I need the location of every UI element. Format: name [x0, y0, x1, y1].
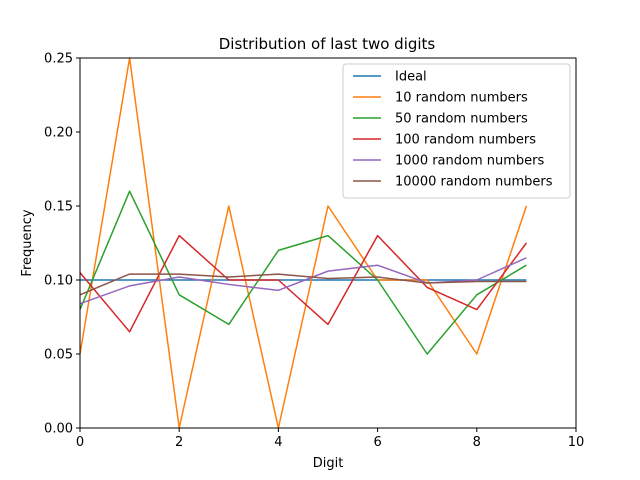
x-tick-label: 2: [175, 435, 183, 450]
x-tick-label: 8: [473, 435, 481, 450]
legend-label: 50 random numbers: [395, 112, 528, 127]
chart-title: Distribution of last two digits: [219, 35, 436, 53]
legend-box: [342, 63, 571, 199]
y-tick-label: 0.20: [44, 126, 73, 141]
x-tick-label: 4: [274, 435, 282, 450]
legend: Ideal 10 random numbers 50 random numbers 1…: [342, 63, 571, 199]
y-tick-label: 0.05: [44, 348, 73, 363]
series-line-3: [79, 234, 528, 333]
legend-label: 100 random numbers: [395, 133, 536, 148]
plot-frame: [79, 57, 577, 429]
x-axis: 0 2 4 6 8 10: [76, 428, 584, 450]
x-tick-label: 10: [568, 435, 585, 450]
y-tick-label: 0.00: [44, 422, 73, 437]
y-axis: 0.00 0.05 0.10 0.15 0.20 0.25: [44, 52, 80, 437]
y-tick-label: 0.10: [44, 274, 73, 289]
legend-label: Ideal: [395, 70, 427, 85]
series-line-2: [79, 190, 527, 355]
x-tick-label: 6: [373, 435, 381, 450]
series-line-5: [79, 273, 527, 296]
y-tick-label: 0.15: [44, 200, 73, 215]
y-tick-label: 0.25: [44, 52, 73, 67]
plot-lines: [79, 57, 528, 429]
legend-label: 1000 random numbers: [395, 154, 545, 169]
y-axis-title: Frequency: [20, 209, 35, 276]
x-axis-title: Digit: [313, 456, 344, 471]
legend-label: 10000 random numbers: [395, 175, 553, 190]
legend-label: 10 random numbers: [395, 91, 528, 106]
x-tick-label: 0: [76, 435, 84, 450]
